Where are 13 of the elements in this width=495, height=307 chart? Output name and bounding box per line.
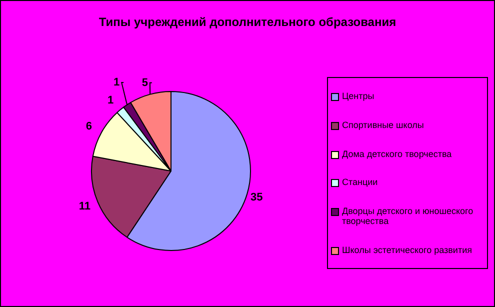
legend-label: Школы эстетического развития — [342, 244, 472, 255]
legend-label: Центры — [342, 91, 374, 102]
data-label: 35 — [250, 191, 263, 204]
legend-label: Спортивные школы — [342, 120, 424, 130]
legend-label: Дома детского творчества — [342, 148, 452, 159]
legend-label: Станции — [342, 177, 378, 188]
data-label: 6 — [86, 120, 92, 133]
legend-label: Дворцы детского и юношеского творчества — [342, 206, 474, 226]
data-label: 11 — [78, 200, 91, 213]
chart-title: Типы учреждений дополнительного образования — [98, 15, 398, 29]
data-label: 5 — [142, 76, 148, 89]
data-label: 1 — [108, 94, 114, 107]
data-label: 1 — [114, 76, 120, 89]
